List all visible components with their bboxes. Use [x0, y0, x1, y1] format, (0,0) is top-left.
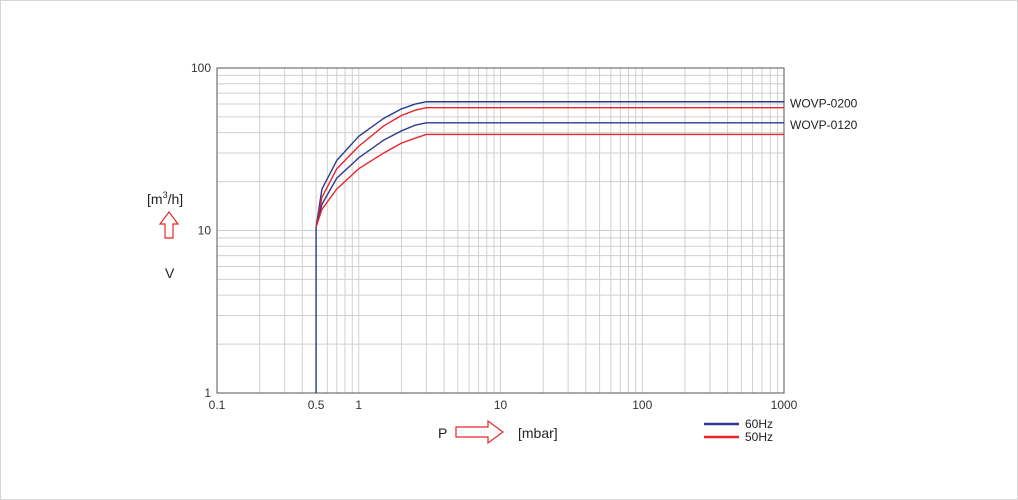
- grid: [217, 68, 784, 393]
- y-unit-superscript: 3: [163, 190, 168, 200]
- x-tick-label: 1000: [771, 398, 798, 412]
- x-tick-label: 10: [494, 398, 508, 412]
- y-axis-unit-label: [m3/h]: [147, 190, 183, 207]
- series-line-wovp-0120-50hz: [315, 133, 784, 228]
- x-tick-label: 1: [355, 398, 362, 412]
- y-unit-suffix: /h]: [168, 191, 184, 207]
- series-line-wovp-0200-50hz: [315, 106, 784, 228]
- y-tick-labels: 1 10 100: [191, 61, 211, 400]
- model-label: WOVP-0200: [790, 97, 858, 111]
- series-line-wovp-0200-60hz: [315, 101, 784, 393]
- series-line-wovp-0120-60hz: [315, 122, 784, 228]
- model-labels: WOVP-0200 WOVP-0120: [790, 97, 858, 132]
- x-axis-unit-label: [mbar]: [518, 425, 558, 441]
- legend-label: 50Hz: [745, 430, 773, 444]
- x-tick-label: 100: [632, 398, 652, 412]
- y-tick-label: 100: [191, 61, 211, 75]
- series-layer: [315, 101, 784, 393]
- right-arrow-icon: [455, 419, 505, 445]
- y-tick-label: 10: [198, 224, 212, 238]
- model-label: WOVP-0120: [790, 118, 858, 132]
- x-axis-symbol: P: [438, 425, 447, 441]
- y-axis-symbol: V: [165, 265, 175, 281]
- plot-border: [216, 67, 785, 394]
- y-tick-label: 1: [204, 386, 211, 400]
- legend-label: 60Hz: [745, 417, 773, 431]
- y-unit-prefix: [m: [147, 191, 163, 207]
- x-tick-labels: 0.1 0.5 1 10 100 1000: [209, 398, 798, 412]
- up-arrow-icon: [158, 211, 180, 239]
- x-tick-label: 0.1: [209, 398, 226, 412]
- x-tick-label: 0.5: [308, 398, 325, 412]
